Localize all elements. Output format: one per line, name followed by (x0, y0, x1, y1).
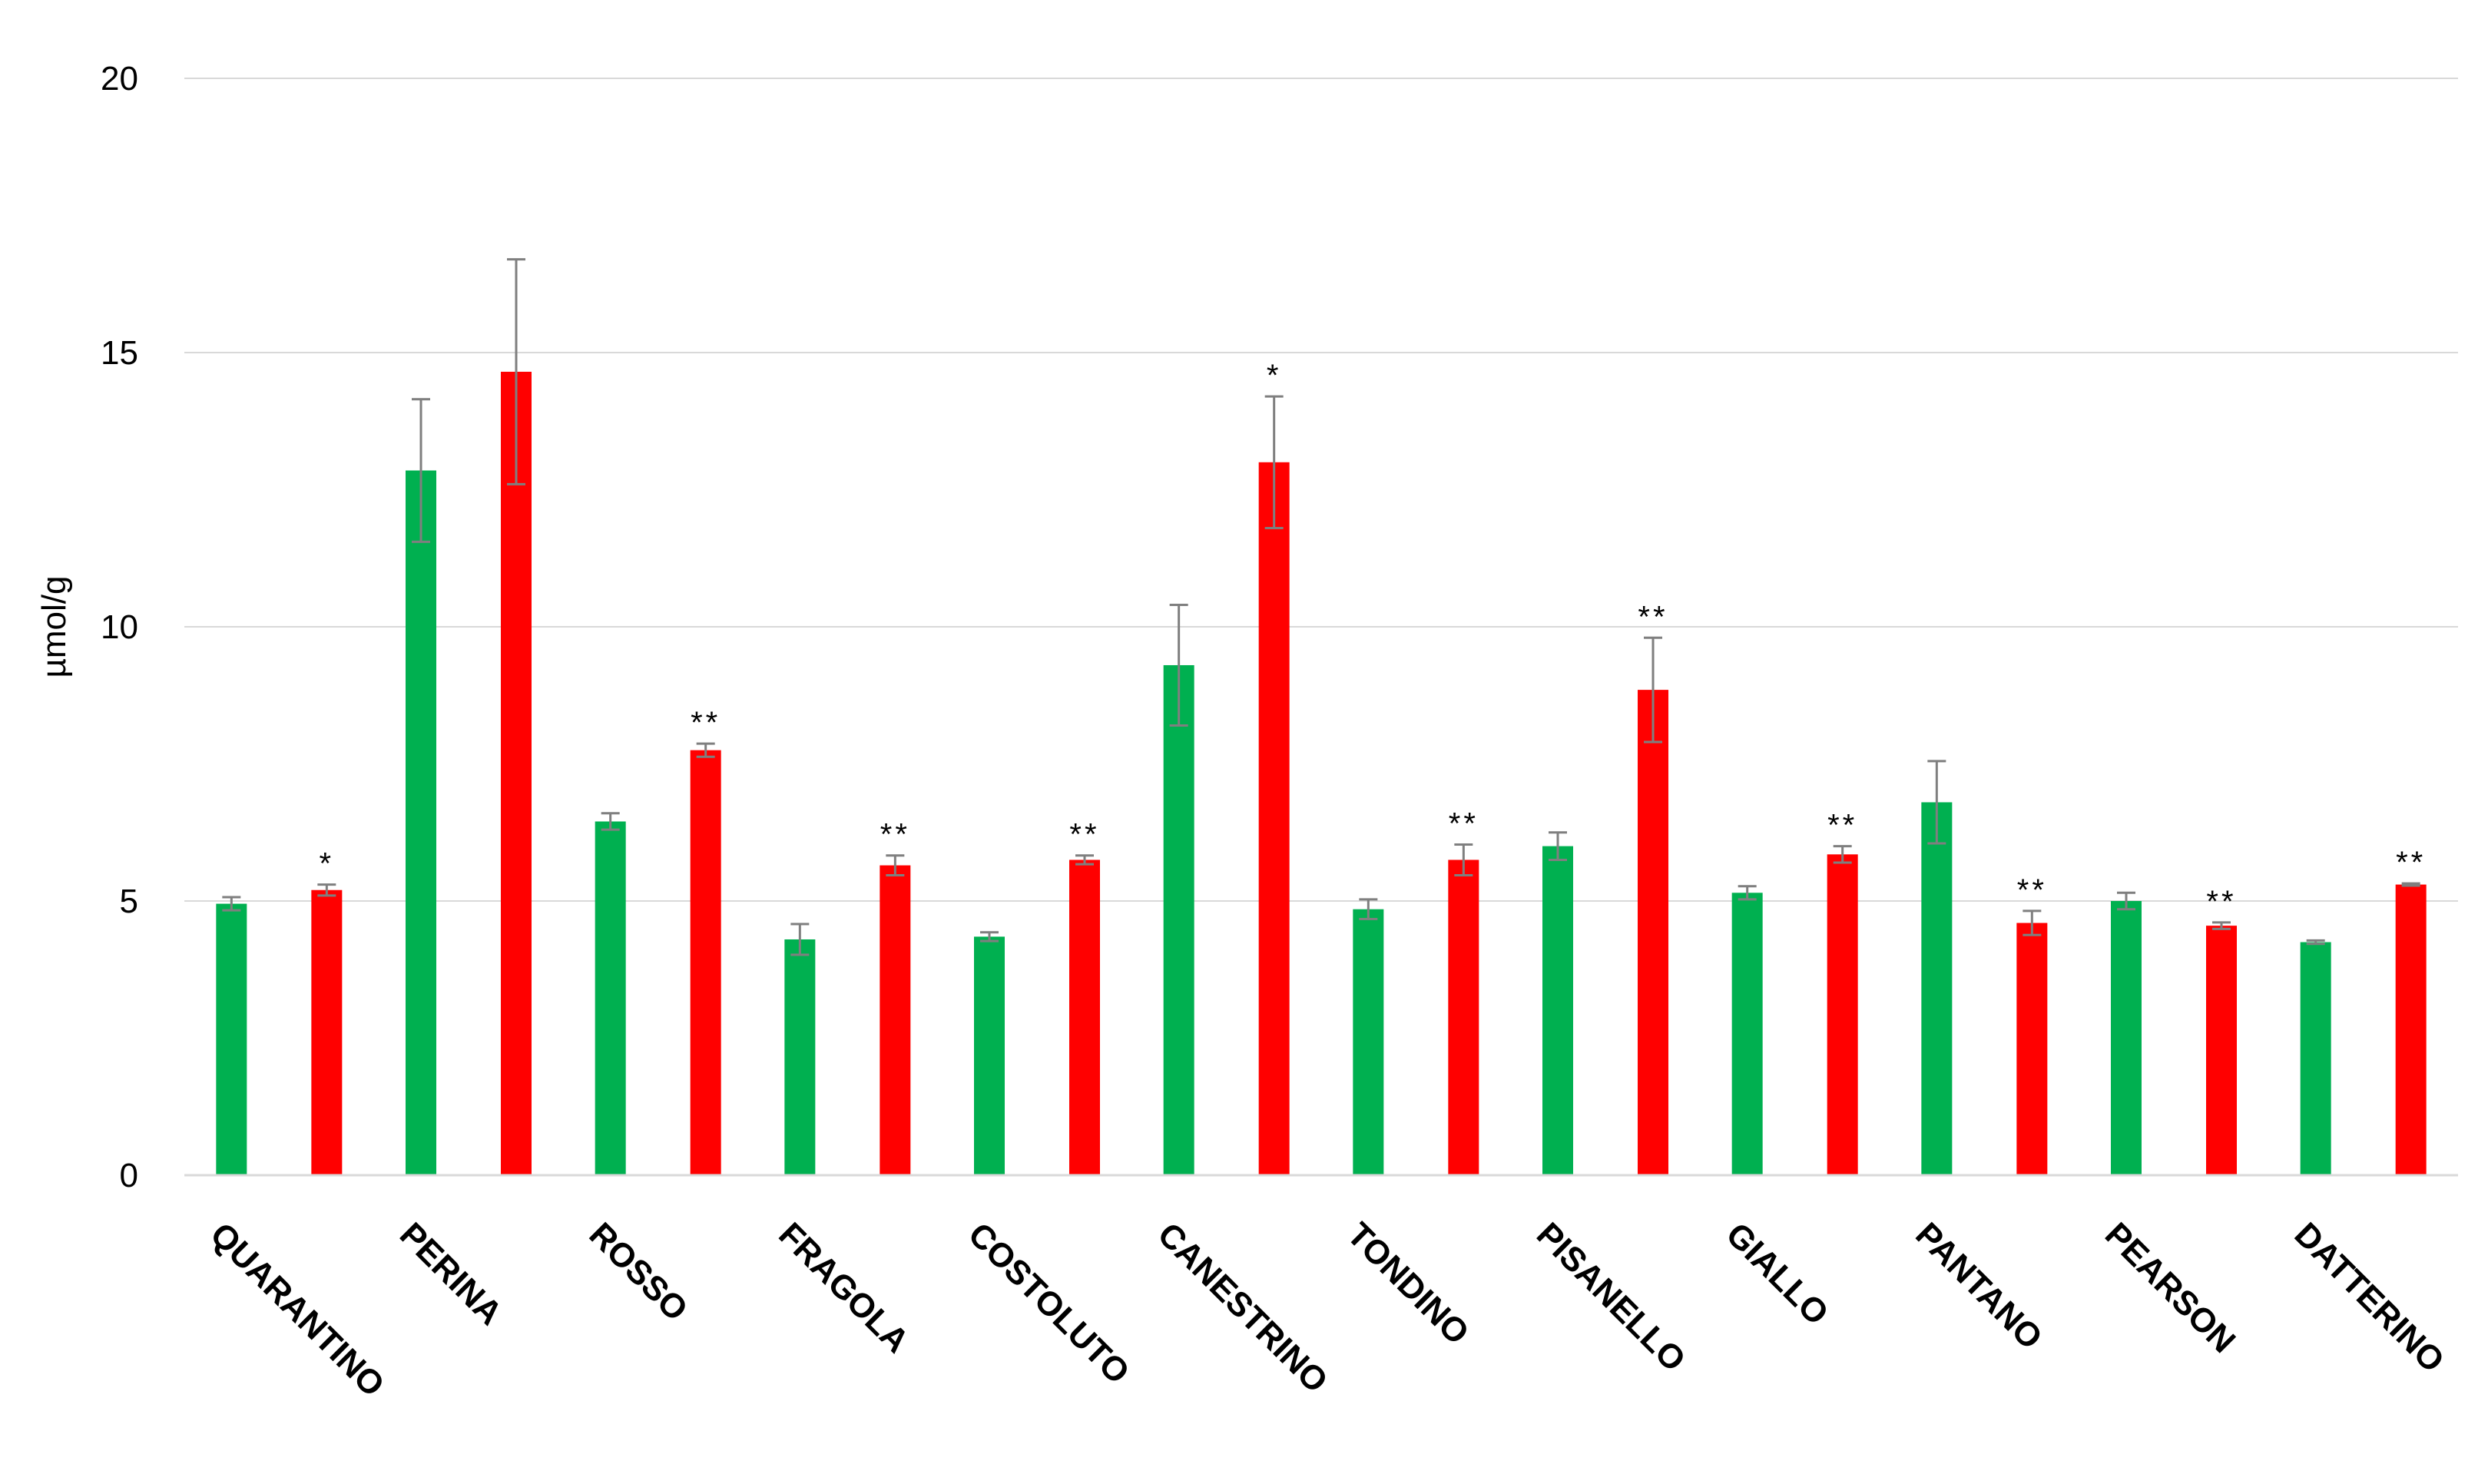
bar (406, 470, 436, 1175)
bar (1448, 860, 1479, 1175)
gridlines (184, 78, 2458, 902)
x-tick-label: COSTOLUTO (961, 1215, 1137, 1391)
bar (311, 889, 343, 1175)
x-tick-label: DATTERINO (2288, 1215, 2452, 1380)
bar (1827, 854, 1858, 1175)
bar (2300, 942, 2331, 1175)
bar (2395, 884, 2427, 1175)
significance-marker: ** (691, 706, 721, 740)
x-tick-label: PISANELLO (1529, 1215, 1693, 1379)
x-tick-label: FRAGOLA (771, 1215, 916, 1360)
bar (595, 821, 626, 1175)
bars (216, 371, 2427, 1175)
bar (2111, 901, 2142, 1175)
x-tick-label: QUARANTINO (203, 1215, 392, 1404)
bar (784, 939, 816, 1175)
x-tick-label: PERINA (393, 1215, 509, 1332)
bar (501, 371, 532, 1175)
y-tick-label: 20 (101, 60, 138, 98)
bar (880, 865, 911, 1175)
bar (1638, 690, 1668, 1175)
bar (1731, 893, 1763, 1175)
significance-markers: ***** *********** **** (320, 359, 2426, 919)
bar (216, 903, 247, 1175)
bar (974, 936, 1005, 1175)
y-tick-label: 10 (101, 608, 138, 646)
bar (1258, 462, 1290, 1175)
x-tick-label: CANESTRINO (1151, 1215, 1335, 1400)
bar (1353, 909, 1384, 1175)
bar (1542, 846, 1573, 1175)
x-tick-label: PANTANO (1908, 1215, 2049, 1356)
significance-marker: ** (2206, 885, 2236, 919)
significance-marker: ** (2396, 846, 2426, 879)
significance-marker: ** (880, 818, 910, 852)
x-tick-label: PEARSON (2098, 1215, 2243, 1360)
x-axis-category-labels: QUARANTINO PERINA ROSSO FRAGOLA COSTOLUTO CAN… (203, 1215, 2451, 1404)
y-tick-label: 0 (120, 1157, 138, 1194)
significance-marker: * (320, 847, 335, 881)
bar (1921, 802, 1953, 1175)
significance-marker: ** (1638, 600, 1668, 634)
bar (690, 750, 721, 1175)
y-tick-label: 15 (101, 334, 138, 372)
bar (1163, 664, 1194, 1175)
significance-marker: ** (1449, 807, 1479, 840)
significance-marker: ** (1827, 809, 1857, 843)
x-tick-label: ROSSO (582, 1215, 695, 1328)
y-tick-label: 5 (120, 883, 138, 920)
significance-marker: * (1267, 359, 1282, 393)
bar (2206, 926, 2237, 1175)
y-axis-title: µmol/g (35, 576, 73, 678)
x-tick-label: TONDINO (1340, 1215, 1476, 1352)
y-axis-ticks: 0 5 10 15 20 (101, 60, 138, 1194)
bar (1069, 860, 1100, 1175)
significance-marker: ** (2017, 873, 2047, 907)
significance-marker: ** (1069, 818, 1099, 852)
error-bars (222, 258, 2420, 956)
x-tick-label: GIALLO (1719, 1215, 1836, 1332)
bar (2016, 923, 2048, 1175)
